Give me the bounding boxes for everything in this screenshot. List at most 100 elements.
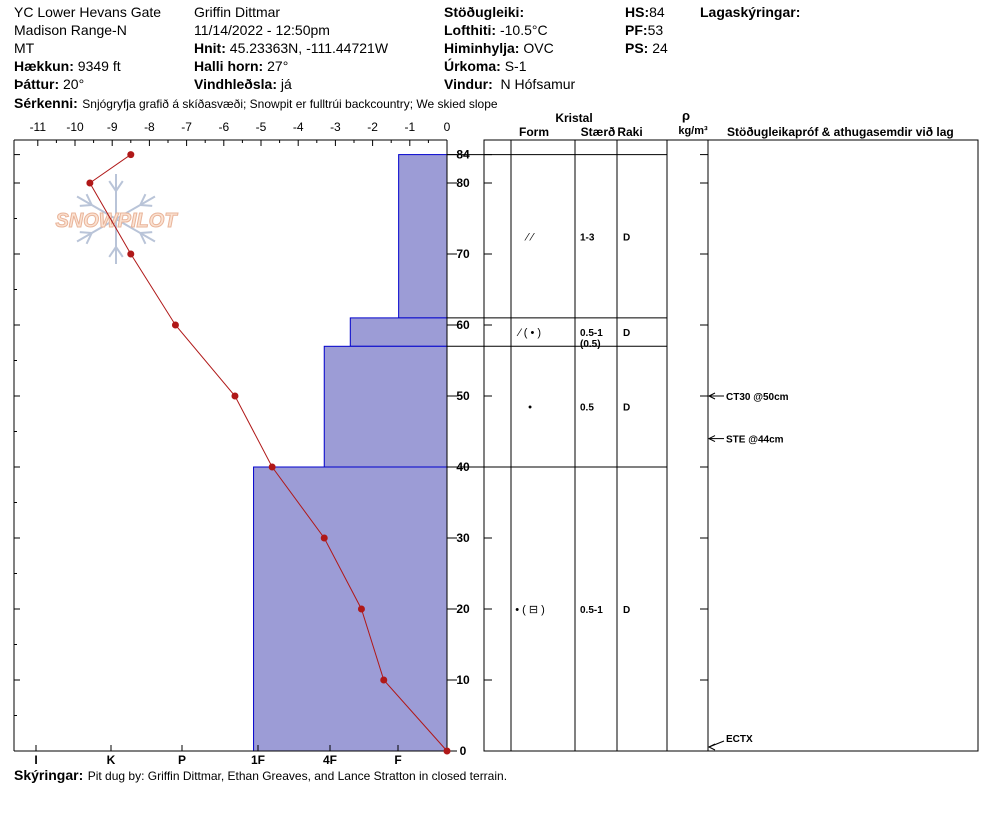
ps-row: PS: 24 — [625, 41, 668, 55]
snowflake-branch — [139, 193, 147, 206]
temperature-point — [380, 676, 388, 684]
hardness-tick-label: 4F — [323, 753, 337, 767]
slope-value: 27° — [267, 58, 289, 74]
snowflake-branch — [79, 204, 92, 207]
layer-size: 0.5-1 — [580, 328, 603, 339]
snowflake-branch — [108, 180, 117, 192]
depth-tick-label: 0 — [460, 744, 467, 758]
layer-moisture: D — [623, 328, 630, 339]
ps-label: PS: — [625, 40, 649, 56]
test-label: ECTX — [726, 734, 753, 745]
moisture-column-header: Raki — [617, 125, 642, 139]
layer-size-secondary: (0.5) — [580, 339, 601, 350]
footer-notes-row: Skýringar: Pit dug by: Griffin Dittmar, … — [14, 768, 507, 784]
temp-tick-label: -11 — [30, 120, 47, 134]
watermark-text: SNOWPILOT — [55, 210, 178, 232]
wind-loading-row: Vindhleðsla: já — [194, 77, 292, 91]
pf-value: 53 — [647, 22, 664, 38]
ps-value: 24 — [652, 40, 668, 56]
test-label: CT30 @50cm — [726, 392, 789, 403]
temperature-line — [89, 154, 448, 752]
temperature-point — [127, 151, 135, 159]
layer-notes-label: Lagaskýringar: — [700, 4, 801, 20]
footer-notes-label: Skýringar: — [14, 767, 84, 783]
snowflake-arm — [115, 195, 156, 220]
wind-row: Vindur: N Hófsamur — [444, 77, 575, 91]
stability-tests: CT30 @50cm STE @44cm ECTX — [707, 392, 789, 751]
temp-tick-label: -7 — [181, 120, 192, 134]
precip-label: Úrkoma: — [444, 58, 501, 74]
hardness-bar-3 — [253, 466, 448, 752]
precip-value: S-1 — [504, 58, 527, 74]
location-name: YC Lower Hevans Gate — [14, 4, 162, 20]
range-name: Madison Range-N — [14, 22, 127, 38]
snowflake-branch — [115, 180, 124, 192]
temp-tick-label: 0 — [444, 120, 451, 134]
form-column-header: Form — [519, 125, 549, 139]
test-arrow-icon — [707, 743, 716, 751]
layer-moisture: D — [623, 232, 630, 243]
air-temp-value: -10.5°C — [499, 22, 548, 38]
layer-form: • — [528, 402, 532, 414]
layer-size: 0.5-1 — [580, 605, 603, 616]
depth-tick-label: 10 — [456, 673, 470, 687]
temperature-point — [443, 747, 451, 755]
snowflake-arm — [115, 218, 156, 243]
precip-row: Úrkoma: S-1 — [444, 59, 526, 73]
air-temp-row: Lofthiti: -10.5°C — [444, 23, 548, 37]
depth-tick-label: 70 — [456, 247, 470, 261]
test-arrow-icon — [707, 435, 716, 443]
snowflake-branch — [85, 232, 93, 245]
left-plot-frame — [13, 139, 448, 752]
depth-tick-label: 50 — [456, 389, 470, 403]
layer-moisture: D — [623, 403, 630, 414]
table-border — [483, 139, 979, 752]
hardness-bar-0 — [398, 154, 448, 319]
wind-value: N Hófsamur — [500, 76, 576, 92]
depth-tick-label: 80 — [456, 176, 470, 190]
density-symbol: ρ — [682, 108, 690, 123]
temp-tick-label: -5 — [256, 120, 267, 134]
sky-label: Himinhylja: — [444, 40, 520, 56]
test-label: STE @44cm — [726, 435, 784, 446]
layer-form: ⁄ ( • ) — [516, 327, 541, 339]
aspect-label: Þáttur: — [14, 76, 60, 92]
temp-tick-label: -3 — [330, 120, 341, 134]
layer-size: 0.5 — [580, 403, 594, 414]
snowflake-icon — [76, 174, 156, 264]
snowflake-branch — [140, 231, 153, 234]
temperature-point — [268, 463, 276, 471]
aspect-row: Þáttur: 20° — [14, 77, 84, 91]
temp-tick-label: -4 — [293, 120, 304, 134]
hardness-tick-label: 1F — [251, 753, 265, 767]
elevation-row: Hækkun: 9349 ft — [14, 59, 121, 73]
features-value: Snjógryfja grafið á skíðasvæði; Snowpit … — [82, 97, 498, 111]
pf-label: PF: — [625, 22, 648, 38]
hardness-tick-label: K — [107, 753, 116, 767]
aspect-value: 20° — [63, 76, 85, 92]
observer-name: Griffin Dittmar — [194, 4, 281, 20]
depth-tick-label: 20 — [456, 602, 470, 616]
hs-label: HS: — [625, 4, 650, 20]
wind-label: Vindur: — [444, 76, 493, 92]
snowflake-branch — [139, 232, 147, 245]
features-row: Sérkenni: Snjógryfja grafið á skíðasvæði… — [14, 96, 498, 112]
crystal-header: Kristal — [555, 111, 592, 125]
hs-row: HS:84 — [625, 5, 665, 19]
snowflake-branch — [115, 246, 124, 258]
wind-loading-value: já — [280, 76, 292, 92]
hs-value: 84 — [649, 4, 665, 20]
depth-tick-label: 60 — [456, 318, 470, 332]
size-column-header: Stærð — [581, 125, 616, 139]
elevation-value: 9349 ft — [77, 58, 121, 74]
slope-row: Halli horn: 27° — [194, 59, 288, 73]
features-label: Sérkenni: — [14, 95, 78, 111]
test-arrow-icon — [707, 392, 716, 400]
layer-size: 1-3 — [580, 232, 595, 243]
temperature-axis: -11 -10 -9 -8 -7 -6 -5 -4 -3 -2 -1 0 — [30, 120, 451, 146]
depth-tick-label: 30 — [456, 531, 470, 545]
wind-loading-label: Vindhleðsla: — [194, 76, 277, 92]
hardness-bar-2 — [323, 345, 448, 468]
temp-tick-label: -9 — [107, 120, 118, 134]
